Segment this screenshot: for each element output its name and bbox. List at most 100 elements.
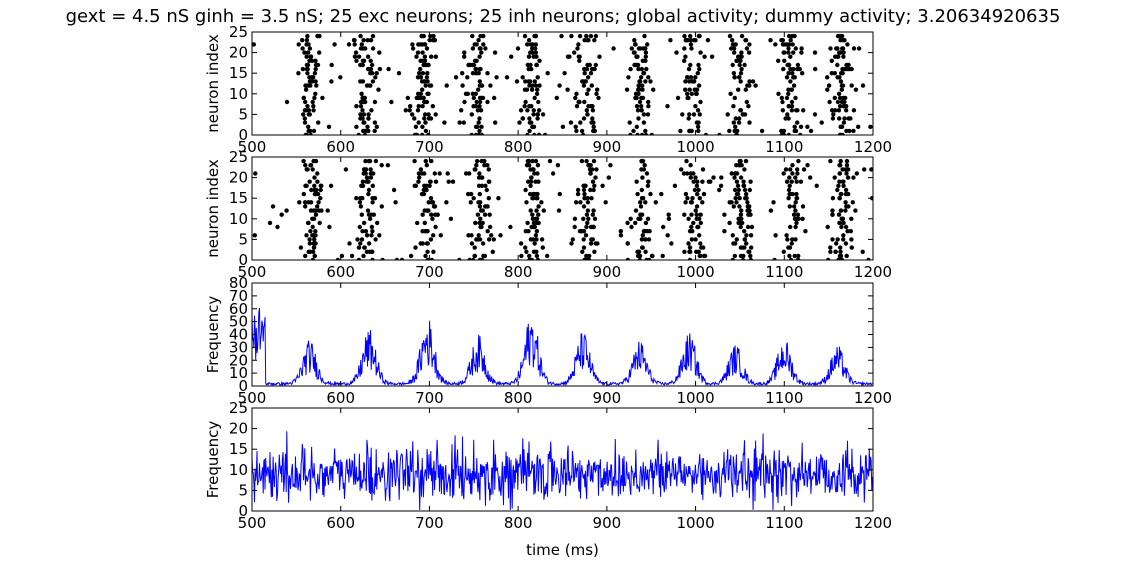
spike-marker [634,54,639,59]
spike-marker [559,33,564,39]
spike-marker [674,50,679,55]
spike-marker [793,46,798,51]
spike-marker [790,71,795,76]
spike-marker [687,112,692,117]
spike-marker [368,58,373,63]
spike-marker [438,233,443,238]
spike-marker [736,87,741,92]
spike-marker [682,58,687,63]
spike-marker [583,233,589,238]
spike-marker [522,33,528,39]
spike-marker [844,158,850,164]
spike-marker [791,83,797,88]
spike-marker [430,104,435,109]
spike-marker [697,33,702,39]
spike-marker [691,171,696,176]
spike-marker [793,200,798,205]
spike-marker [475,158,480,164]
spike-marker [738,253,744,259]
spike-marker [583,79,588,84]
spike-marker [589,83,594,88]
figure-title: gext = 4.5 nS ginh = 3.5 nS; 25 exc neur… [66,6,1061,27]
spike-marker [477,237,483,242]
spike-marker [534,196,539,201]
axes-frame [251,282,874,387]
spike-marker [403,108,408,113]
y-tick-label: 10 [229,461,248,479]
spike-marker [318,196,323,201]
spike-marker [795,120,800,125]
spike-marker [302,50,307,55]
spike-marker [313,91,318,97]
spike-marker [393,200,398,205]
spike-marker [792,33,797,39]
spike-marker [594,91,599,97]
spike-marker [742,167,747,172]
spike-marker [661,224,666,230]
spike-marker [798,179,804,184]
spike-marker [647,257,652,260]
spike-marker [535,191,540,197]
y-tick-label: 40 [229,326,248,344]
spike-marker [789,87,794,92]
spike-marker [808,175,813,180]
spike-marker [581,83,587,88]
spike-marker [301,112,306,117]
y-tick-label: 15 [229,189,248,207]
spike-marker [518,241,524,246]
spike-marker [470,46,476,51]
spike-marker [579,128,585,134]
spike-marker [591,187,596,193]
spike-marker [317,220,322,226]
spike-marker [426,112,431,117]
x-tick-label: 600 [326,389,355,407]
spike-marker [643,237,648,242]
spike-marker [688,42,694,47]
spike-marker [780,108,785,113]
spike-marker [743,196,749,201]
spike-marker [308,208,314,213]
spike-marker [363,171,368,176]
spike-marker [700,167,706,172]
spike-marker [476,233,481,238]
x-tick-label: 800 [504,389,533,407]
spike-marker [637,99,643,105]
spike-marker [417,175,422,180]
spike-marker [457,257,462,260]
spike-marker [535,257,541,260]
spike-marker [360,229,365,234]
spike-marker [639,187,644,193]
spike-marker [789,241,794,246]
spike-marker [420,104,425,109]
spike-marker [693,175,698,180]
spike-marker [648,79,653,84]
spike-marker [373,75,378,80]
spike-marker [742,62,747,68]
y-tick-label: 20 [229,351,248,369]
spike-marker [850,200,855,205]
spike-marker [827,99,832,105]
spike-marker [377,233,382,238]
spike-marker [353,50,359,55]
spike-marker [425,208,431,213]
spike-marker [585,220,590,226]
spike-marker [738,175,744,180]
spike-marker [625,220,630,226]
spike-marker [416,42,421,47]
spike-marker [315,33,320,39]
spike-marker [786,187,792,193]
spike-marker [367,216,373,221]
spike-marker [432,38,438,43]
spike-marker [593,62,598,68]
spike-marker [790,163,795,168]
spike-marker [730,62,735,68]
spike-marker [354,58,359,63]
spike-marker [557,83,562,88]
spike-marker [359,237,365,242]
y-tick-label: 30 [229,338,248,356]
spike-marker [308,132,313,135]
spike-marker [358,204,364,209]
spike-marker [428,33,433,39]
spike-marker [836,91,842,97]
spike-marker [359,183,364,188]
